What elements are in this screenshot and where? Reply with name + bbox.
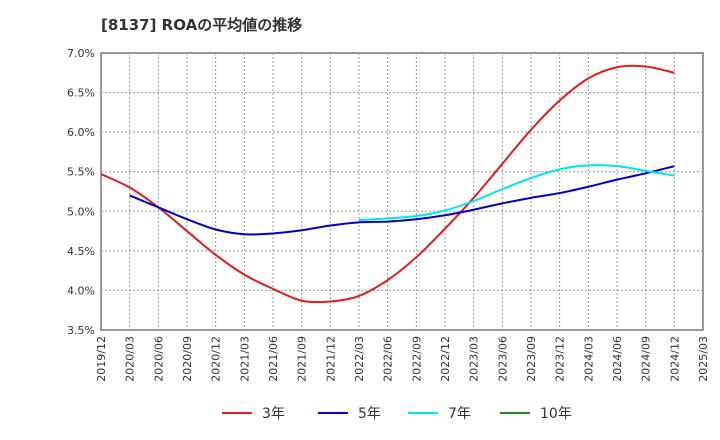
x-tick-label: 2022/12	[439, 336, 452, 382]
x-tick-label: 2024/09	[640, 336, 653, 382]
x-tick-label: 2020/03	[124, 336, 137, 382]
y-tick-label: 4.5%	[67, 245, 95, 258]
x-tick-label: 2020/12	[210, 336, 223, 382]
x-axis-ticks: 2019/12 2020/03 2020/06 2020/09 2020/12 2021/…	[95, 336, 710, 382]
x-tick-label: 2022/06	[382, 336, 395, 382]
x-tick-label: 2022/03	[353, 336, 366, 382]
x-tick-label: 2019/12	[95, 336, 108, 382]
y-tick-label: 3.5%	[67, 324, 95, 337]
x-tick-label: 2022/09	[410, 336, 423, 382]
y-tick-label: 5.0%	[67, 205, 95, 218]
y-axis-ticks: 7.0% 6.5% 6.0% 5.5% 5.0% 4.5% 4.0% 3.5%	[67, 47, 95, 337]
plot-area	[100, 52, 704, 331]
y-tick-label: 5.5%	[67, 166, 95, 179]
x-tick-label: 2023/03	[468, 336, 481, 382]
x-tick-label: 2020/09	[181, 336, 194, 382]
x-tick-label: 2023/09	[525, 336, 538, 382]
series-line	[358, 164, 675, 221]
series-line	[129, 165, 675, 236]
legend-label: 3年	[262, 406, 285, 422]
chart-title: [8137] ROAの平均値の推移	[101, 16, 303, 34]
legend-label: 5年	[358, 406, 381, 422]
x-tick-label: 2021/12	[324, 336, 337, 382]
series-lines	[100, 64, 675, 304]
x-tick-label: 2024/12	[668, 336, 681, 382]
x-tick-label: 2021/06	[267, 336, 280, 382]
x-tick-label: 2020/06	[152, 336, 165, 382]
series-line	[100, 64, 675, 304]
y-tick-label: 6.5%	[67, 87, 95, 100]
gridlines	[101, 53, 703, 330]
legend-label: 7年	[448, 406, 471, 422]
x-tick-label: 2021/03	[238, 336, 251, 382]
legend-label: 10年	[540, 406, 572, 422]
x-tick-label: 2023/12	[554, 336, 567, 382]
x-tick-label: 2024/06	[611, 336, 624, 382]
y-tick-label: 7.0%	[67, 47, 95, 60]
x-tick-label: 2023/06	[496, 336, 509, 382]
x-tick-label: 2025/03	[697, 336, 710, 382]
y-tick-label: 4.0%	[67, 284, 95, 297]
y-tick-label: 6.0%	[67, 126, 95, 139]
x-tick-label: 2021/09	[296, 336, 309, 382]
legend: 3年 5年 7年 10年	[222, 406, 572, 422]
x-tick-label: 2024/03	[582, 336, 595, 382]
